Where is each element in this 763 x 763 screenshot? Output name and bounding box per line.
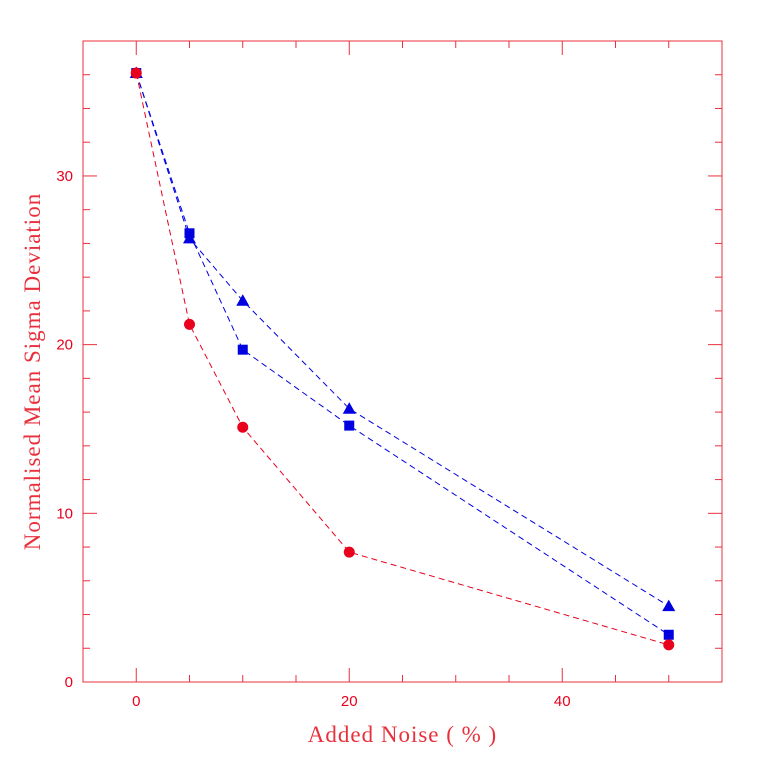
data-point-square	[344, 420, 355, 431]
y-axis-label: Normalised Mean Sigma Deviation	[20, 193, 45, 550]
x-tick-label: 0	[132, 693, 140, 710]
data-point-circle	[663, 639, 675, 651]
x-tick-label: 20	[341, 693, 358, 710]
series-line-triangle	[135, 72, 670, 607]
y-tick-label: 10	[56, 505, 73, 522]
data-point-circle	[184, 318, 195, 330]
data-point-triangle	[662, 599, 676, 612]
x-axis-label: Added Noise ( % )	[308, 722, 497, 747]
series-line-circle	[135, 72, 669, 646]
y-tick-label: 20	[56, 337, 73, 354]
tick-labels-group: 0 20 40 0 10 20 30	[56, 168, 570, 710]
data-point-square	[237, 344, 248, 355]
data-point-circle	[237, 421, 249, 433]
tick-marks-group	[82, 40, 723, 683]
x-tick-label: 40	[554, 693, 571, 710]
y-tick-label: 0	[65, 674, 73, 691]
y-tick-label: 30	[56, 168, 73, 185]
data-point-triangle	[342, 402, 356, 414]
data-point-square	[663, 629, 674, 640]
data-point-circle	[343, 546, 355, 558]
data-point-circle	[130, 67, 142, 79]
data-point-square	[184, 228, 195, 239]
plot-frame	[82, 40, 723, 683]
plot-frame-group	[82, 40, 723, 683]
series-group	[129, 66, 676, 651]
series-line-square	[135, 72, 670, 636]
data-point-triangle	[236, 294, 250, 306]
